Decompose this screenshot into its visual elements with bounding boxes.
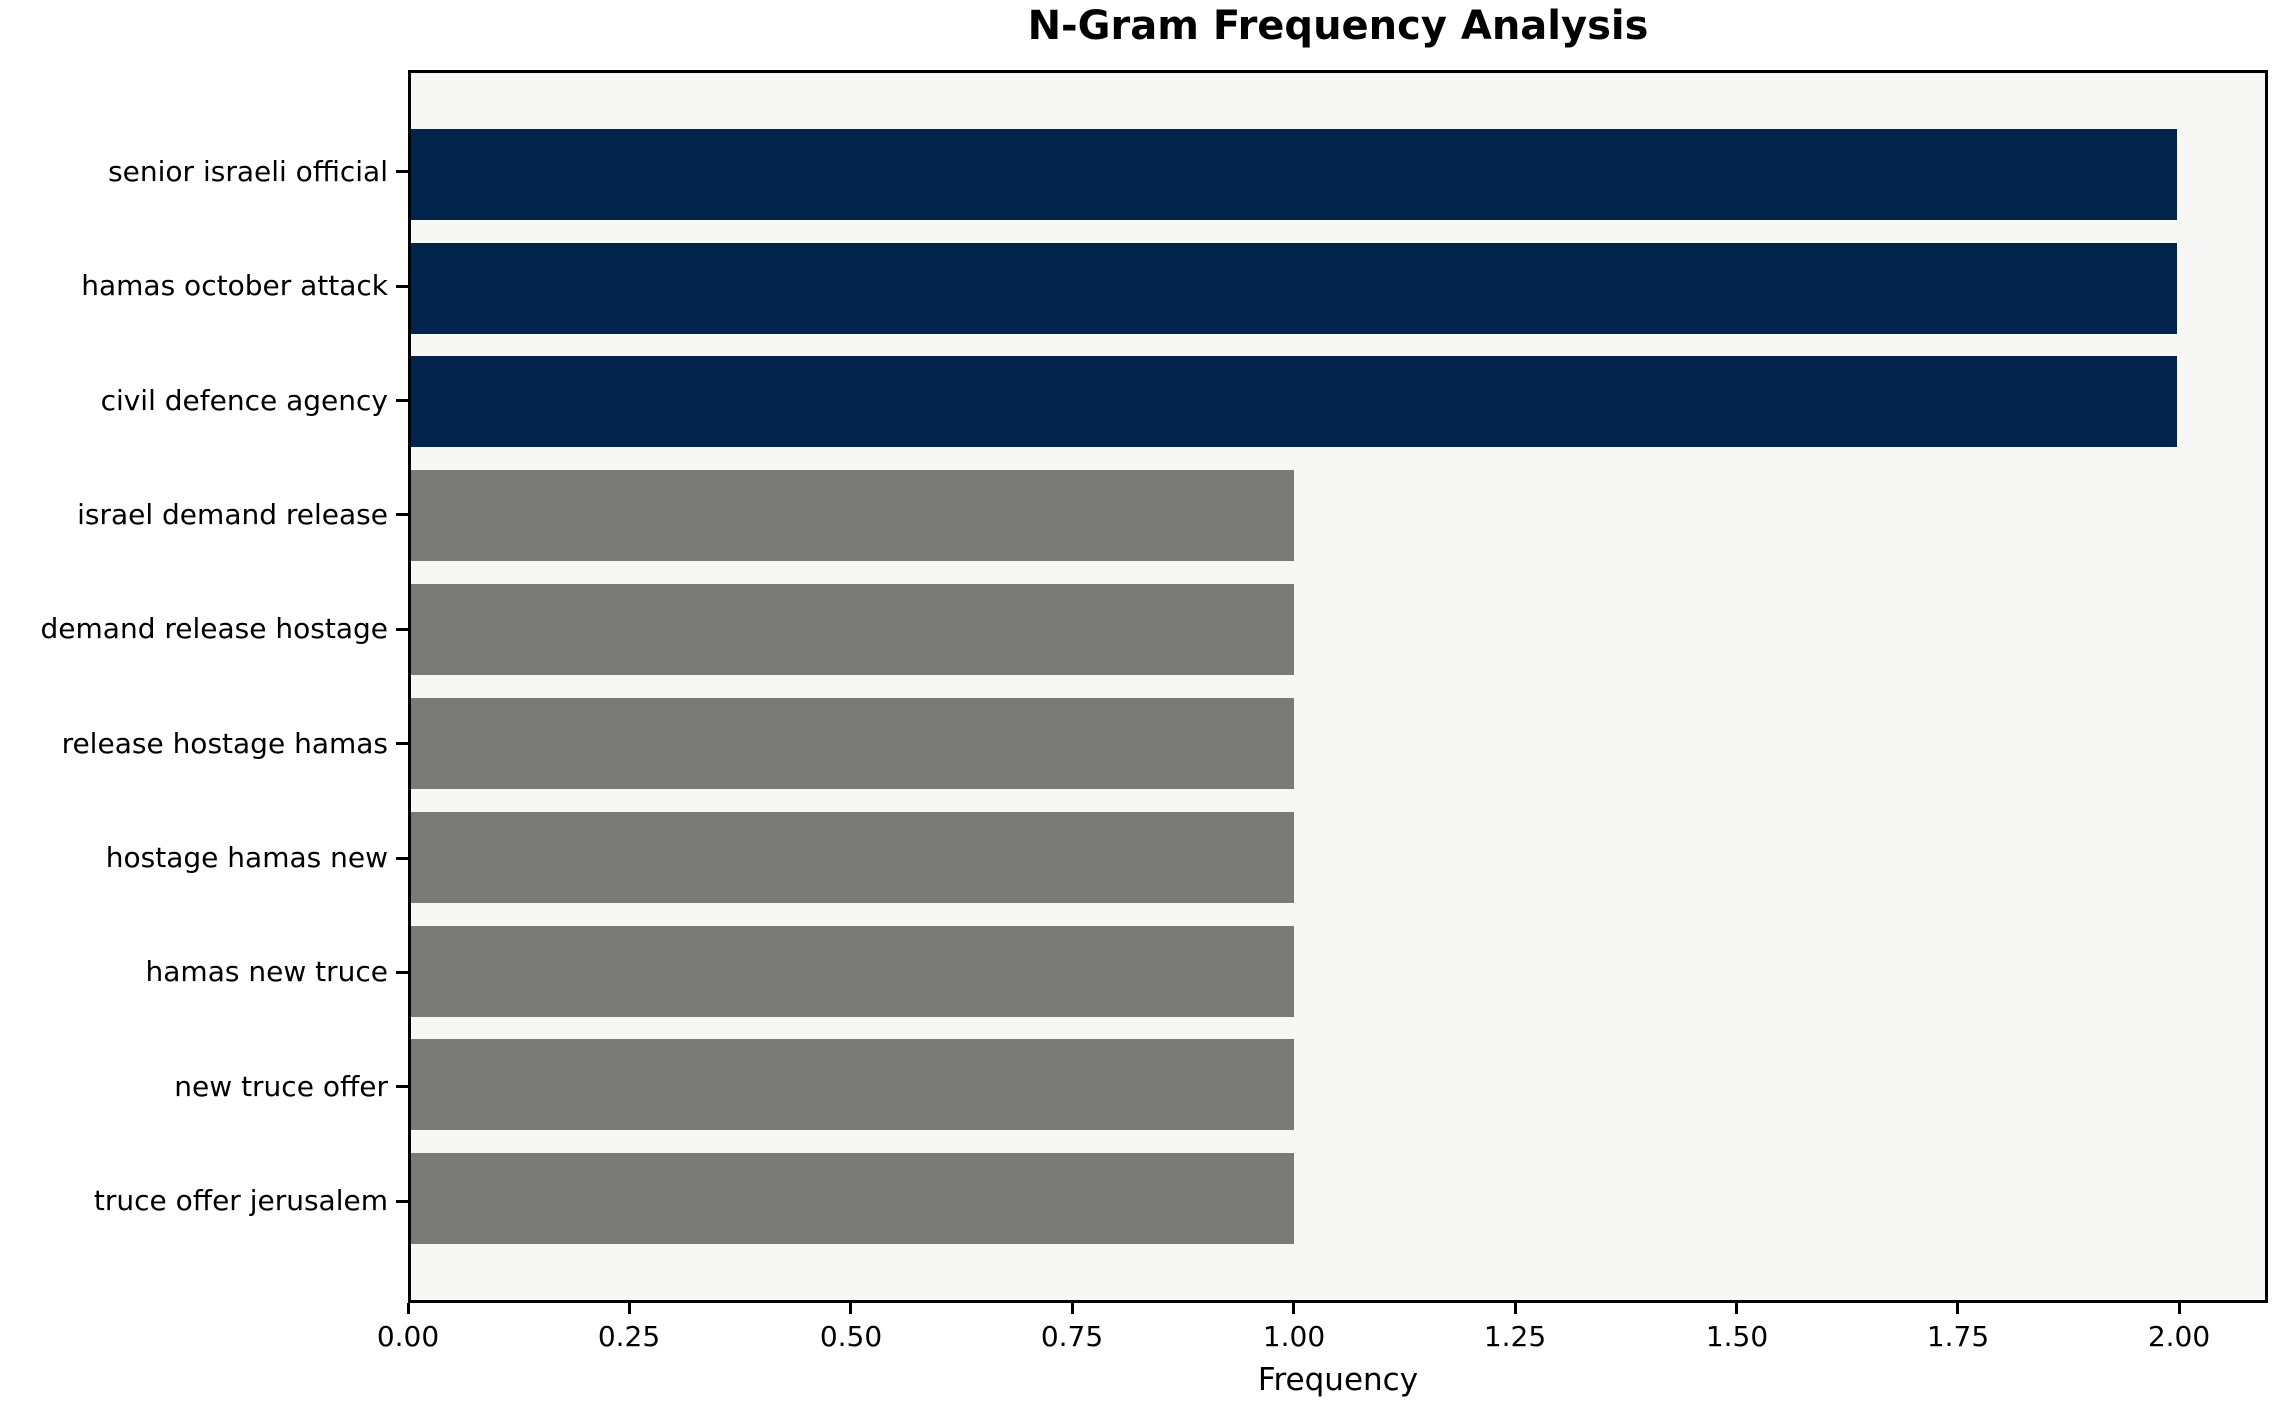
bar-hamas-new-truce: [411, 925, 1294, 1017]
bar-hostage-hamas-new: [411, 811, 1294, 903]
y-tick-mark: [396, 742, 408, 745]
x-tick-label: 0.75: [1040, 1320, 1104, 1353]
y-tick-mark: [396, 628, 408, 631]
x-tick-mark: [1514, 1303, 1517, 1314]
y-tick-mark: [396, 1200, 408, 1203]
y-tick-label: hostage hamas new: [105, 841, 388, 874]
x-tick-label: 1.75: [1926, 1320, 1990, 1353]
x-tick-mark: [1071, 1303, 1074, 1314]
plot-area: [408, 70, 2268, 1303]
y-tick-label: release hostage hamas: [61, 727, 388, 760]
y-tick-mark: [396, 857, 408, 860]
x-tick-mark: [2178, 1303, 2181, 1314]
x-axis-label: Frequency: [1257, 1362, 1419, 1398]
y-tick-label: hamas new truce: [145, 955, 388, 988]
bar-civil-defence-agency: [411, 356, 2177, 448]
y-tick-label: hamas october attack: [81, 269, 388, 302]
x-tick-label: 0.25: [597, 1320, 661, 1353]
x-tick-mark: [849, 1303, 852, 1314]
bar-release-hostage-hamas: [411, 697, 1294, 789]
y-tick-mark: [396, 399, 408, 402]
x-tick-label: 0.50: [819, 1320, 883, 1353]
bar-hamas-october-attack: [411, 242, 2177, 334]
y-tick-mark: [396, 170, 408, 173]
y-tick-mark: [396, 285, 408, 288]
y-tick-label: new truce offer: [174, 1070, 388, 1103]
x-tick-label: 0.00: [376, 1320, 440, 1353]
y-tick-label: senior israeli official: [108, 155, 388, 188]
x-tick-mark: [407, 1303, 410, 1314]
y-tick-mark: [396, 513, 408, 516]
bar-israel-demand-release: [411, 470, 1294, 562]
y-tick-label: civil defence agency: [100, 384, 388, 417]
y-tick-label: truce offer jerusalem: [93, 1184, 388, 1217]
y-tick-mark: [396, 971, 408, 974]
x-tick-mark: [1956, 1303, 1959, 1314]
x-tick-label: 2.00: [2147, 1320, 2211, 1353]
bar-senior-israeli-official: [411, 128, 2177, 220]
x-tick-mark: [1292, 1303, 1295, 1314]
x-tick-label: 1.00: [1262, 1320, 1326, 1353]
x-tick-label: 1.25: [1483, 1320, 1547, 1353]
bar-demand-release-hostage: [411, 584, 1294, 676]
y-tick-mark: [396, 1085, 408, 1088]
x-tick-mark: [628, 1303, 631, 1314]
x-tick-label: 1.50: [1705, 1320, 1769, 1353]
y-tick-label: demand release hostage: [40, 612, 388, 645]
y-tick-label: israel demand release: [77, 498, 388, 531]
x-tick-mark: [1735, 1303, 1738, 1314]
bar-new-truce-offer: [411, 1039, 1294, 1131]
bars-layer: [411, 73, 2265, 1300]
chart-title: N-Gram Frequency Analysis: [1027, 3, 1649, 49]
bar-truce-offer-jerusalem: [411, 1153, 1294, 1245]
